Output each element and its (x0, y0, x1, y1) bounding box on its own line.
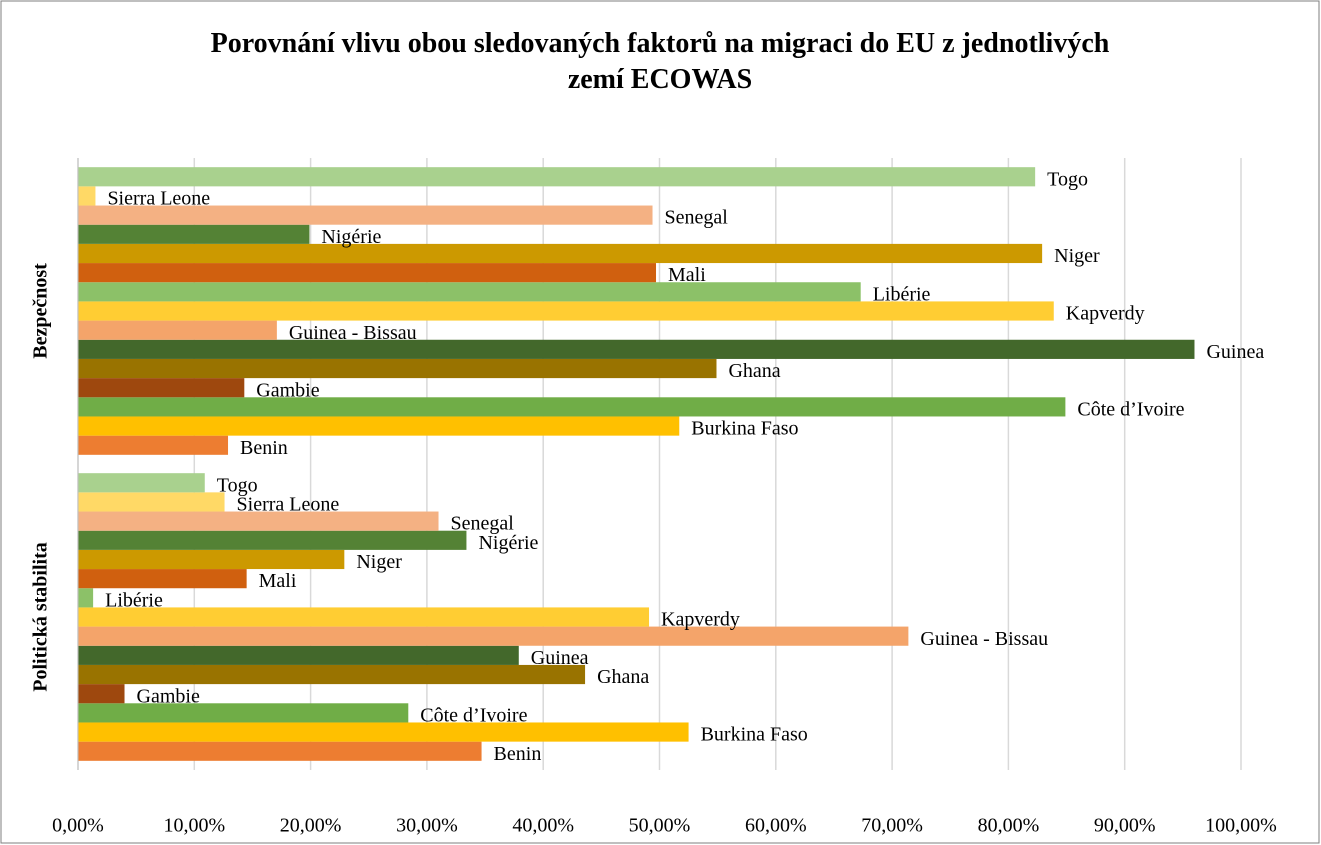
category-label: Bezpečnost (30, 263, 52, 359)
bar-label: Nigérie (321, 226, 381, 248)
bar-label: Benin (494, 743, 542, 765)
bar-label: Gambie (137, 685, 200, 707)
bar (78, 416, 680, 436)
bar (78, 664, 586, 685)
bar-label: Nigérie (478, 532, 538, 554)
bar-label: Kapverdy (661, 609, 740, 631)
bar-label: Sierra Leone (107, 188, 210, 210)
x-tick-label: 80,00% (978, 815, 1040, 837)
bar-label: Guinea (1206, 341, 1264, 363)
bar-label: Libérie (105, 589, 163, 611)
bar-label: Ghana (597, 666, 649, 688)
bar-label: Côte d’Ivoire (1077, 398, 1184, 420)
bar (78, 320, 277, 340)
chart-title: Porovnání vlivu obou sledovaných faktorů… (210, 28, 1110, 95)
bar (78, 435, 229, 455)
bar (78, 722, 689, 742)
bar (78, 205, 653, 225)
bar (78, 511, 439, 531)
bar (78, 703, 409, 723)
x-tick-label: 70,00% (861, 815, 923, 837)
bar-label: Libérie (873, 283, 931, 305)
bar-label: Niger (356, 551, 402, 573)
bar-label: Gambie (256, 379, 319, 401)
bar-label: Mali (259, 570, 297, 592)
bar-label: Burkina Faso (691, 418, 798, 440)
bar (78, 167, 1036, 187)
bar (78, 607, 650, 627)
bar (78, 243, 1043, 264)
bar-label: Sierra Leone (237, 494, 340, 516)
bar (78, 263, 657, 283)
bar-label: Niger (1054, 245, 1100, 267)
bar (78, 645, 519, 665)
bar-label: Togo (1047, 168, 1088, 190)
bar-label: Togo (217, 474, 258, 496)
x-tick-label: 90,00% (1094, 815, 1156, 837)
x-tick-label: 50,00% (629, 815, 691, 837)
bar (78, 186, 96, 206)
bar-label: Côte d’Ivoire (420, 704, 527, 726)
x-tick-label: 10,00% (163, 815, 225, 837)
bar (78, 358, 717, 379)
bar (78, 569, 247, 589)
bar (78, 397, 1066, 417)
bar (78, 301, 1054, 321)
bar-label: Senegal (451, 513, 515, 535)
x-tick-label: 40,00% (512, 815, 574, 837)
bar-label: Guinea (531, 647, 589, 669)
bar-label: Benin (240, 437, 288, 459)
bar (78, 530, 467, 550)
bar (78, 492, 225, 512)
category-label: Politická stabilita (30, 542, 52, 691)
bar-label: Guinea - Bissau (920, 628, 1048, 650)
bar (78, 549, 345, 570)
bar (78, 224, 310, 244)
bar (78, 588, 94, 608)
x-tick-label: 30,00% (396, 815, 458, 837)
bar (78, 684, 125, 704)
x-tick-label: 0,00% (52, 815, 104, 837)
x-tick-label: 60,00% (745, 815, 807, 837)
x-tick-label: 100,00% (1205, 815, 1277, 837)
bar-label: Ghana (728, 360, 780, 382)
bar (78, 473, 205, 493)
x-tick-label: 20,00% (280, 815, 342, 837)
bar-label: Senegal (665, 207, 729, 229)
bar (78, 626, 909, 646)
bar-label: Mali (668, 264, 706, 286)
bar (78, 741, 482, 761)
bar (78, 339, 1195, 359)
bar-label: Guinea - Bissau (289, 322, 417, 344)
bar (78, 378, 245, 398)
bar-label: Kapverdy (1066, 303, 1145, 325)
bar (78, 282, 861, 302)
bar-label: Burkina Faso (701, 724, 808, 746)
